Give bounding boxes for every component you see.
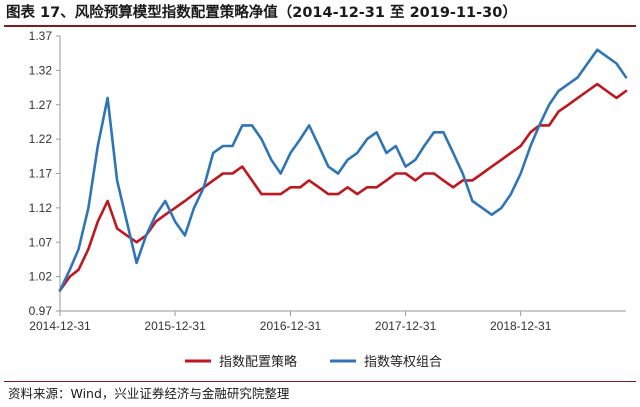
x-tick-label: 2016-12-31 — [260, 319, 322, 333]
x-tick-label: 2014-12-31 — [29, 319, 91, 333]
x-tick-label: 2018-12-31 — [490, 319, 552, 333]
y-tick-label: 1.02 — [29, 270, 53, 284]
y-tick-label: 1.27 — [29, 98, 53, 112]
series-lines — [58, 48, 628, 292]
y-tick-label: 1.22 — [29, 132, 53, 146]
series-line-1 — [58, 82, 628, 292]
chart-legend: 指数配置策略 指数等权组合 — [185, 354, 442, 370]
x-tick-label: 2015-12-31 — [144, 319, 206, 333]
y-tick-label: 1.17 — [29, 167, 53, 181]
y-tick-label: 1.32 — [29, 63, 53, 77]
source-divider — [4, 381, 636, 382]
legend-label-2: 指数等权组合 — [364, 354, 442, 370]
y-tick-label: 1.37 — [29, 29, 53, 43]
source-note: 资料来源：Wind，兴业证券经济与金融研究院整理 — [8, 386, 290, 401]
y-tick-label: 1.12 — [29, 201, 53, 215]
x-tick-label: 2017-12-31 — [375, 319, 437, 333]
line-chart: 1.37 1.32 1.27 1.22 1.17 1.12 1.07 1.02 0.97 201… — [29, 29, 628, 370]
y-axis: 1.37 1.32 1.27 1.22 1.17 1.12 1.07 1.02 0.97 — [29, 29, 61, 318]
x-axis: 2014-12-31 2015-12-31 2016-12-31 2017-12-31… — [29, 310, 626, 333]
y-tick-label: 1.07 — [29, 235, 53, 249]
series-line-2 — [58, 48, 628, 292]
title-divider — [4, 25, 636, 27]
legend-label-1: 指数配置策略 — [219, 354, 297, 370]
figure-title: 图表 17、风险预算模型指数配置策略净值（2014-12-31 至 2019-1… — [6, 5, 517, 21]
y-tick-label: 0.97 — [29, 304, 53, 318]
